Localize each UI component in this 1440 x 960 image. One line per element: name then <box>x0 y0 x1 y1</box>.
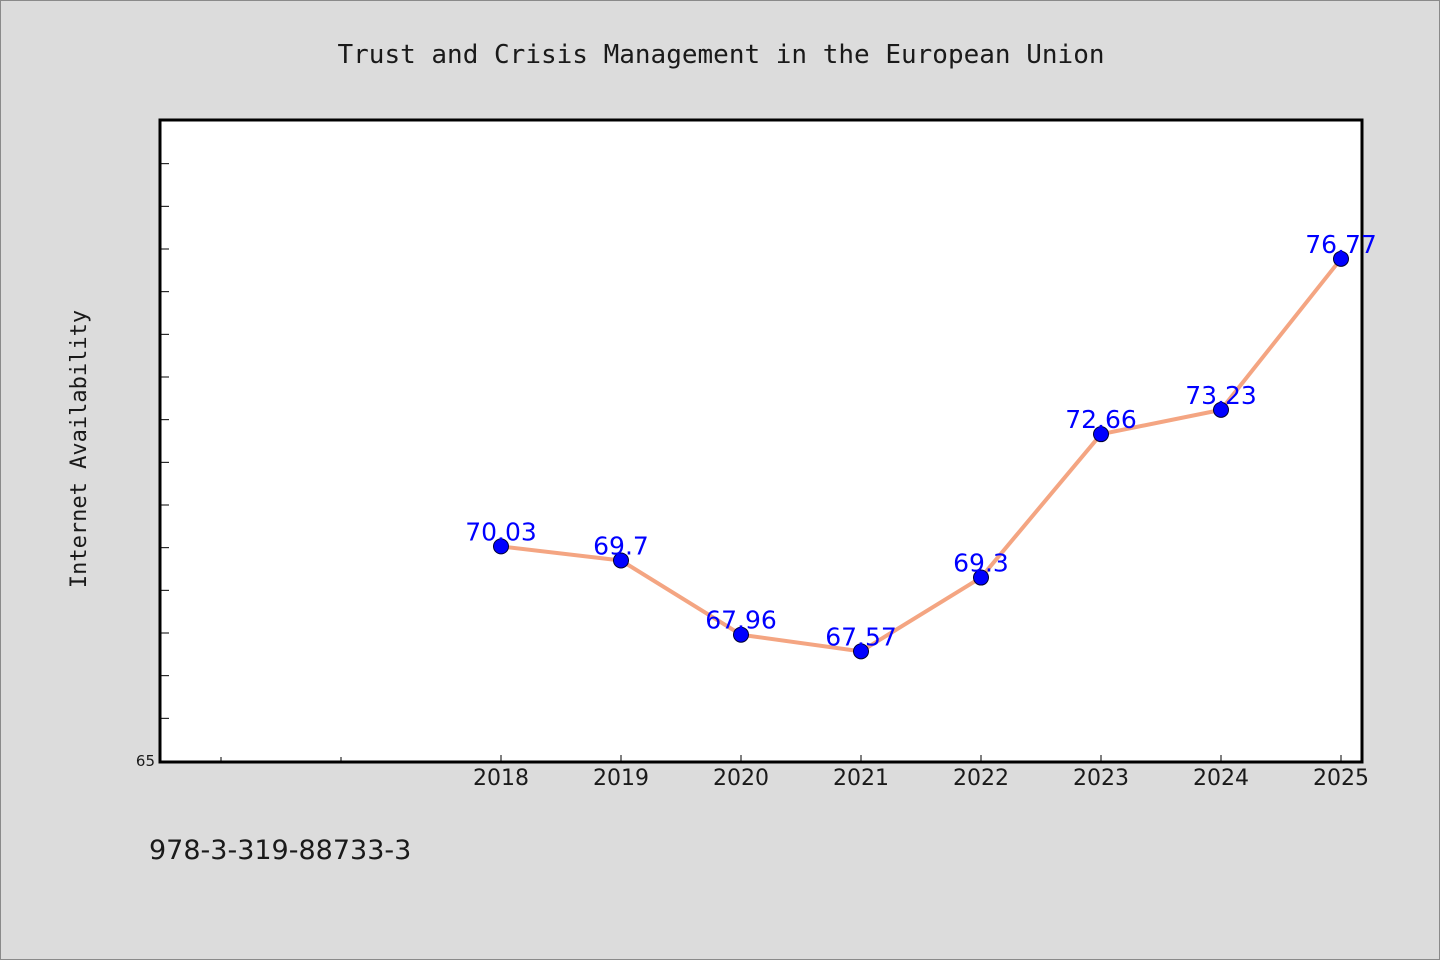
data-label: 76.77 <box>1305 230 1377 259</box>
data-point <box>853 643 869 660</box>
x-tick-label: 2025 <box>1313 766 1369 791</box>
series-line <box>500 257 1343 654</box>
data-label: 70.03 <box>465 517 537 546</box>
x-tick-label: 2018 <box>473 766 529 791</box>
series-layer: 70.03 69.7 67.96 67.57 69.3 72.66 73.23 76.77 <box>465 230 1377 660</box>
data-point <box>1213 401 1229 418</box>
data-point <box>733 626 749 643</box>
x-tick-label: 2023 <box>1073 766 1129 791</box>
y-tick-label: 65 <box>136 752 155 770</box>
x-axis-ticks: 2018 2019 2020 2021 2022 2023 2024 2025 <box>220 755 1369 791</box>
data-point <box>1333 250 1349 267</box>
data-label: 73.23 <box>1185 381 1257 410</box>
data-point <box>1093 426 1109 443</box>
x-tick-label: 2019 <box>593 766 649 791</box>
x-tick-label: 2020 <box>713 766 769 791</box>
data-label: 67.96 <box>705 606 777 635</box>
x-tick-label: 2024 <box>1193 766 1249 791</box>
footer-code: 978-3-319-88733-3 <box>149 835 412 866</box>
data-point <box>973 569 989 586</box>
plot-area <box>158 118 1364 764</box>
data-label: 69.7 <box>593 531 649 560</box>
data-point <box>493 538 509 555</box>
chart-title: Trust and Crisis Management in the Europ… <box>337 40 1104 70</box>
data-label: 69.3 <box>953 549 1009 578</box>
y-axis-ticks: 65 <box>136 163 169 770</box>
data-label: 72.66 <box>1065 405 1137 434</box>
data-point <box>613 552 629 569</box>
data-label: 67.57 <box>825 622 897 651</box>
x-tick-label: 2021 <box>833 766 889 791</box>
y-axis-label: Internet Availability <box>67 310 92 588</box>
x-tick-label: 2022 <box>953 766 1009 791</box>
